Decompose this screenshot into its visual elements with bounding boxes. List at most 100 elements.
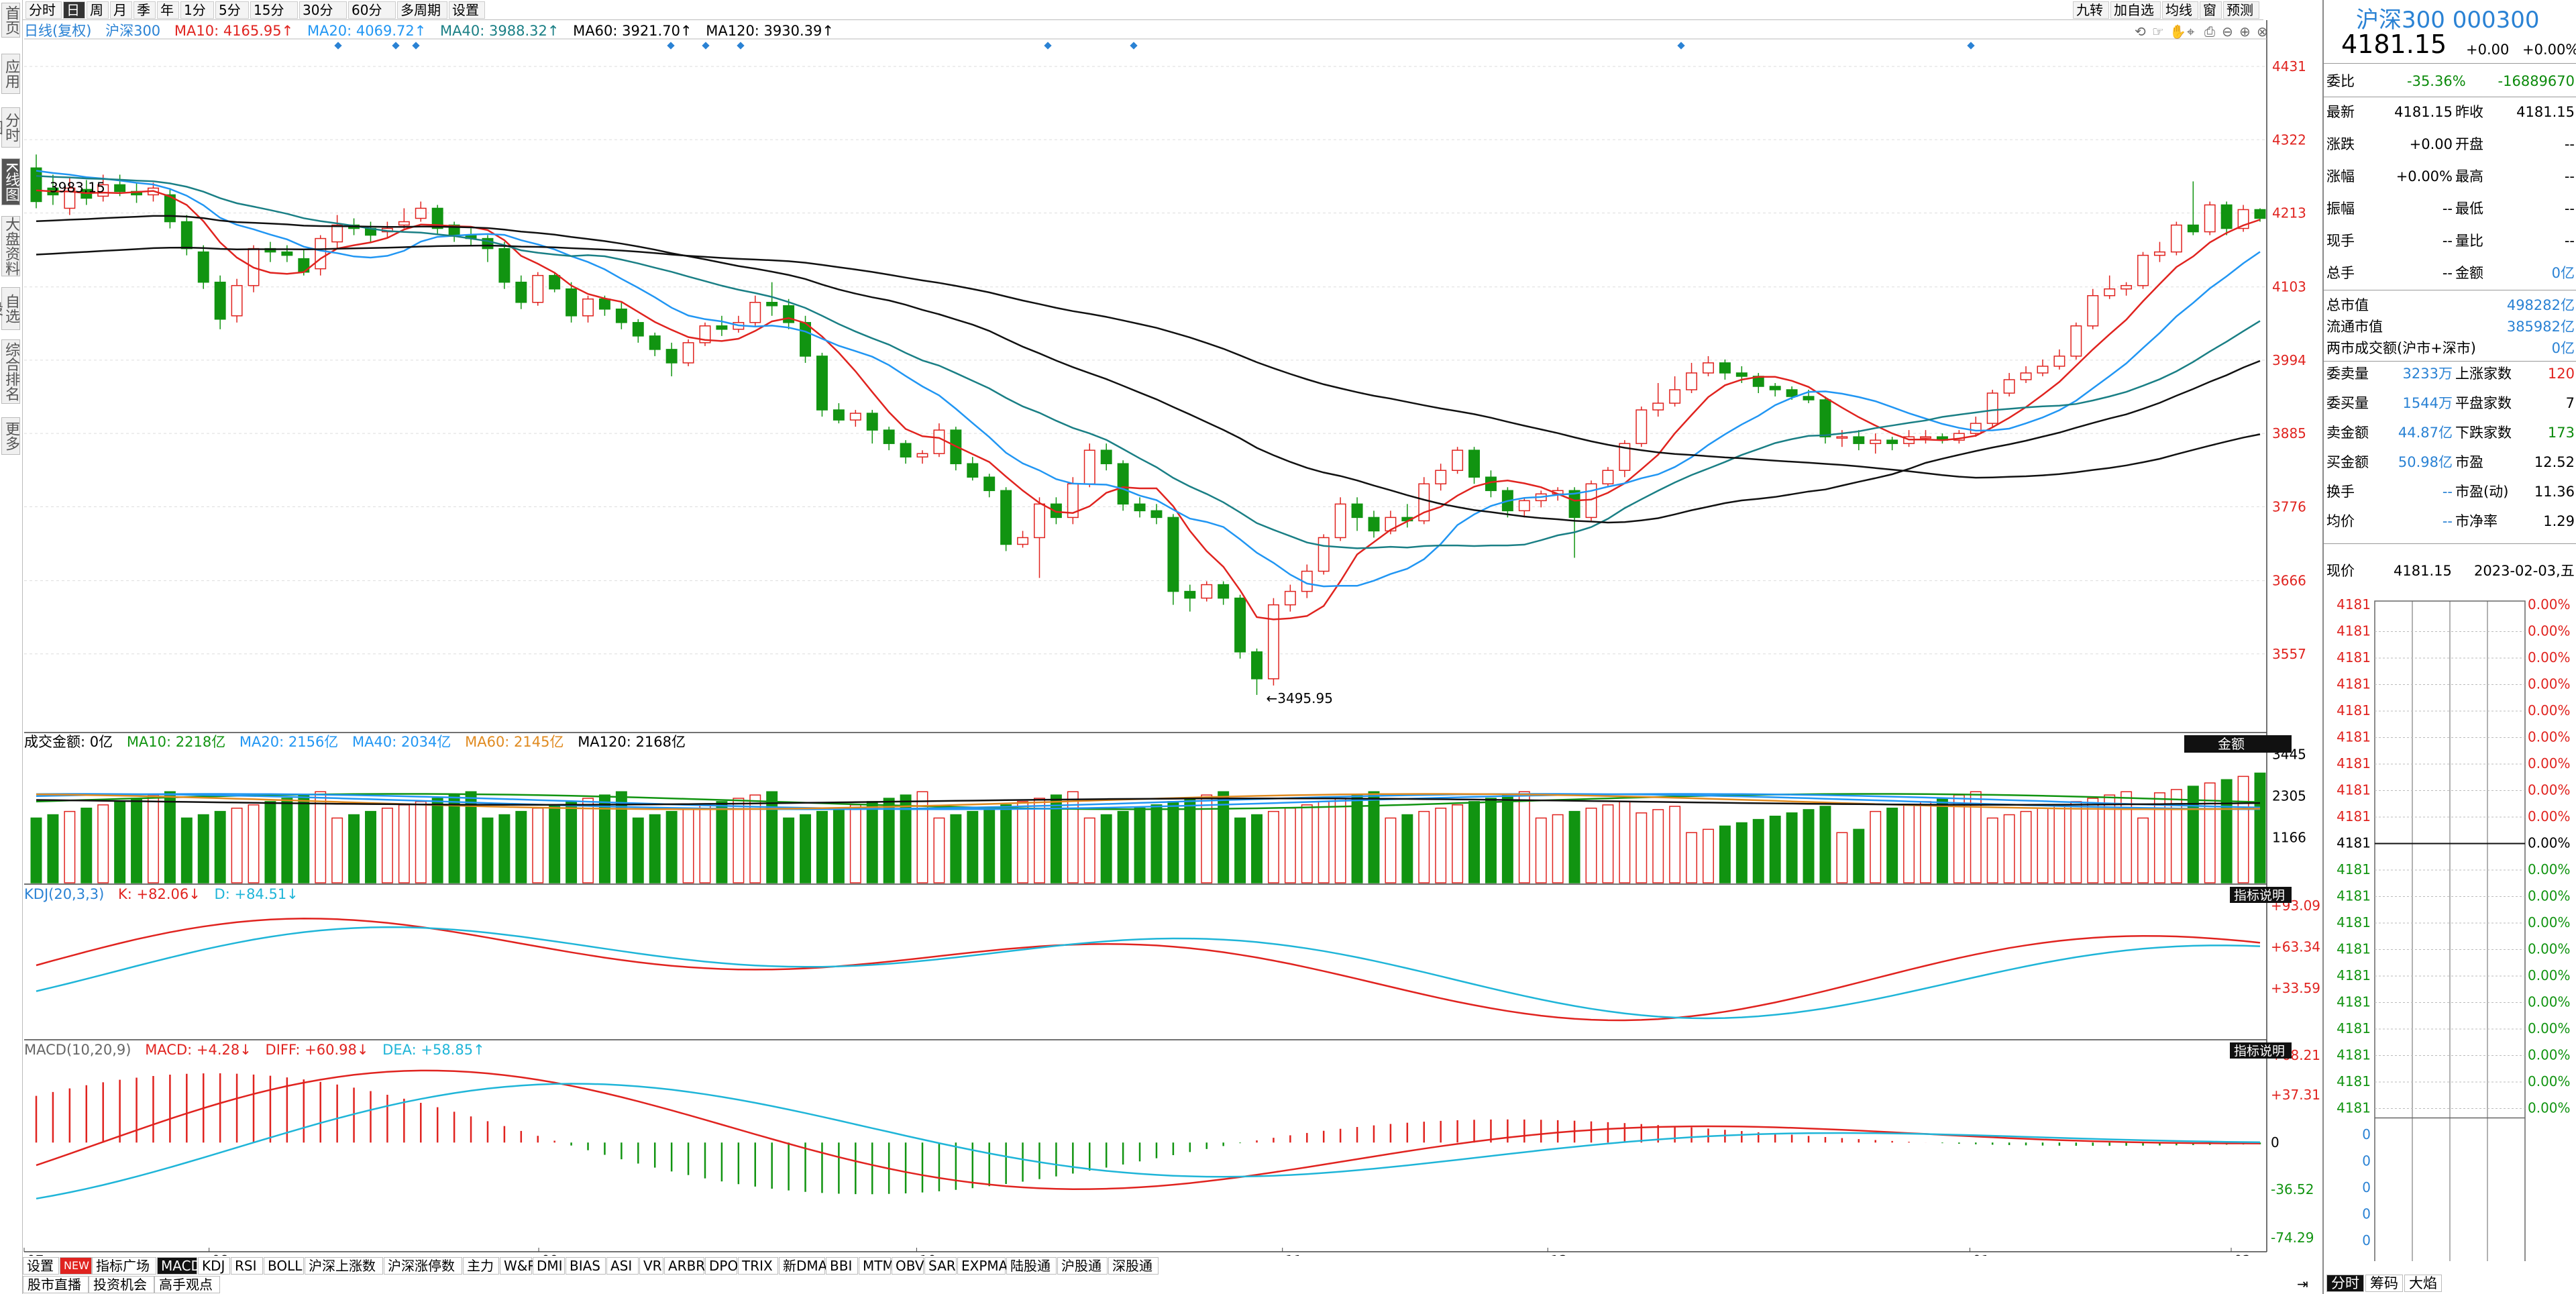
candle: [1853, 430, 1865, 451]
candle-body: [2087, 294, 2099, 327]
indicator-tab-25[interactable]: 沪股通: [1057, 1257, 1108, 1275]
sidebar-1[interactable]: 应用: [1, 54, 20, 94]
period-7[interactable]: 5分: [215, 1, 249, 19]
period-12[interactable]: 设置: [449, 1, 485, 19]
period-3[interactable]: 月: [110, 1, 132, 19]
sidebar-5[interactable]: 自选股: [0, 287, 20, 330]
tool-2[interactable]: 均线: [2162, 1, 2198, 19]
order-label: 换手: [2326, 484, 2355, 500]
period-5[interactable]: 年: [157, 1, 179, 19]
indicator-tab-22[interactable]: SAR: [924, 1257, 957, 1275]
kline-chart[interactable]: 4431 4322 4213 4103 3994 3885 3776 3666 3557 3983…: [23, 20, 2322, 1256]
candle-body: [1201, 584, 1213, 599]
indicator-tab-8[interactable]: 沪深涨停数: [384, 1257, 462, 1275]
vol-ytick-2: 1166: [2272, 830, 2306, 846]
k-line: [36, 918, 2261, 1022]
stock-title[interactable]: 沪深300 000300: [2356, 7, 2540, 34]
intraday-left-label: 4181: [2337, 967, 2371, 983]
period-11[interactable]: 多周期: [397, 1, 447, 19]
period-0[interactable]: 分时: [25, 1, 62, 19]
indicator-tab-20[interactable]: MTM: [859, 1257, 894, 1275]
order-label: 买金额: [2326, 454, 2369, 470]
indicator-tab-16[interactable]: DPO: [705, 1257, 738, 1275]
sidebar-3[interactable]: K线图: [1, 158, 20, 205]
indicator-tab-3[interactable]: MACD: [157, 1257, 201, 1275]
candle-body: [1234, 597, 1246, 653]
indicator-tab-17[interactable]: TRIX: [738, 1257, 778, 1275]
sidebar-6[interactable]: 综合排名: [1, 339, 20, 404]
bottom-tab-2[interactable]: 高手观点: [154, 1276, 220, 1293]
order-value: 1544万: [2402, 395, 2453, 411]
sidebar-0[interactable]: 首页: [1, 3, 20, 38]
order-row: 委卖量 3233万 上涨家数 120: [2326, 365, 2575, 382]
indicator-tab-12[interactable]: BIAS: [566, 1257, 606, 1275]
candle: [498, 241, 511, 289]
candle-body: [2121, 284, 2133, 290]
webi-val: -16889670: [2498, 73, 2575, 89]
indicator-tab-0[interactable]: 设置: [23, 1257, 59, 1275]
indicator-tab-1[interactable]: NEW: [60, 1257, 92, 1275]
candle-body: [1735, 372, 1748, 377]
right-tab-1[interactable]: 筹码: [2365, 1275, 2403, 1292]
candle-body: [532, 274, 544, 303]
indicator-tab-6[interactable]: BOLL: [264, 1257, 304, 1275]
volume-bar: [800, 814, 812, 883]
volume-bar: [164, 791, 176, 883]
indicator-tab-15[interactable]: ARBR: [664, 1257, 705, 1275]
candle-body: [749, 302, 761, 323]
indicator-tab-4[interactable]: KDJ: [198, 1257, 230, 1275]
order-value: 11.36: [2534, 484, 2575, 500]
indicator-tab-5[interactable]: RSI: [231, 1257, 263, 1275]
volume-legend: 成交金额: 0亿 MA10: 2218亿 MA20: 2156亿 MA40: 2…: [24, 733, 695, 751]
candle: [1585, 480, 1597, 521]
period-10[interactable]: 60分: [348, 1, 396, 19]
candle: [2170, 221, 2182, 256]
indicator-tab-13[interactable]: ASI: [606, 1257, 639, 1275]
indicator-tab-26[interactable]: 深股通: [1108, 1257, 1159, 1275]
tool-0[interactable]: 预测: [2223, 1, 2259, 19]
tool-4[interactable]: 九转: [2073, 1, 2109, 19]
scroll-right-icon[interactable]: ⇥: [2297, 1276, 2308, 1292]
indicator-tab-2[interactable]: 指标广场: [92, 1257, 156, 1275]
period-9[interactable]: 30分: [299, 1, 347, 19]
indicator-tab-18[interactable]: 新DMA: [779, 1257, 827, 1275]
sidebar-4[interactable]: 大盘资料: [1, 216, 20, 276]
indicator-tab-19[interactable]: BBI: [826, 1257, 858, 1275]
macd-title: MACD(10,20,9): [24, 1042, 131, 1058]
bottom-tab-0[interactable]: 股市直播: [23, 1276, 89, 1293]
cap-row: 流通市值 385982亿: [2326, 318, 2575, 335]
candle-body: [1920, 436, 1931, 439]
right-tab-0[interactable]: 分时: [2326, 1275, 2364, 1292]
volume-bar: [1619, 801, 1631, 883]
indicator-tab-24[interactable]: 陆股通: [1006, 1257, 1057, 1275]
candle-body: [2153, 251, 2165, 256]
candle: [749, 295, 761, 326]
tool-1[interactable]: 窗: [2200, 1, 2222, 19]
period-6[interactable]: 1分: [180, 1, 214, 19]
bottom-tab-1[interactable]: 投资机会: [89, 1276, 154, 1293]
sidebar-7[interactable]: 更多: [1, 417, 20, 455]
indicator-tab-14[interactable]: VR: [639, 1257, 663, 1275]
period-1[interactable]: 日: [63, 1, 85, 19]
indicator-tab-11[interactable]: DMI: [533, 1257, 565, 1275]
indicator-tab-23[interactable]: EXPMA: [957, 1257, 1008, 1275]
period-8[interactable]: 15分: [250, 1, 298, 19]
right-tab-2[interactable]: 大焰: [2404, 1275, 2442, 1292]
period-4[interactable]: 季: [133, 1, 156, 19]
indicator-tab-7[interactable]: 沪深上涨数: [305, 1257, 383, 1275]
indicator-tab-21[interactable]: OBV: [892, 1257, 924, 1275]
candle: [231, 278, 243, 323]
indicator-tab-10[interactable]: W&R: [500, 1257, 537, 1275]
tool-3[interactable]: 加自选: [2110, 1, 2161, 19]
sidebar-2[interactable]: 分时图: [0, 107, 20, 148]
xtick-5: 12: [1550, 1252, 1567, 1256]
webi-pct: -35.36%: [2407, 73, 2466, 89]
kdj-d: D: +84.51↓: [214, 886, 299, 902]
candle-body: [1769, 386, 1781, 390]
candle: [164, 188, 176, 229]
period-2[interactable]: 周: [87, 1, 109, 19]
volume-bar: [1568, 810, 1580, 883]
indicator-tab-9[interactable]: 主力: [463, 1257, 499, 1275]
candle-body: [1134, 503, 1146, 512]
candle: [967, 457, 979, 481]
